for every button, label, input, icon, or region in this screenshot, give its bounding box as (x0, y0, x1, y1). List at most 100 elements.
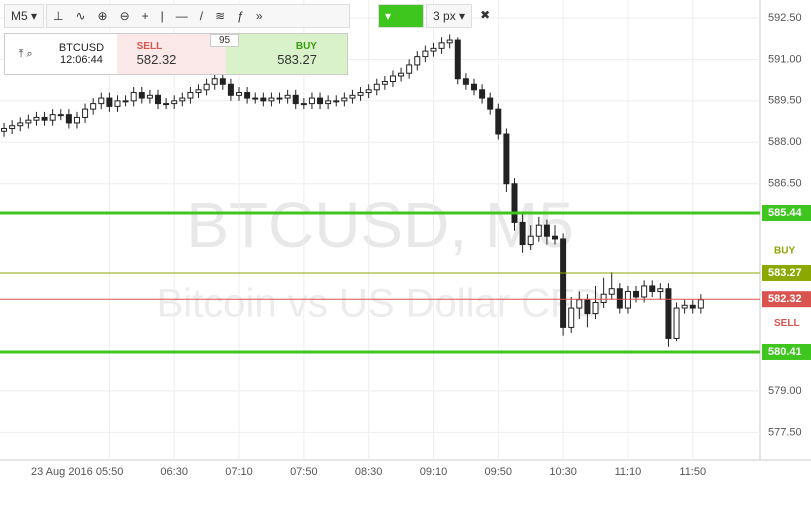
sell-price: 582.32 (136, 52, 177, 67)
level-tag (762, 343, 811, 360)
candle-body (41, 116, 48, 121)
candle-body (284, 94, 291, 99)
y-tick-label: 586.50 (768, 178, 802, 190)
candle-body (25, 119, 32, 124)
level-tag-label: SELL (774, 318, 800, 329)
x-tick-label: 09:50 (485, 466, 513, 478)
candle-body (406, 64, 413, 74)
line-width[interactable]: 3 px ▾ (426, 4, 473, 28)
candle-body (268, 97, 275, 102)
candle-body (325, 100, 332, 105)
clock: 12:06:44 (60, 54, 103, 66)
candle-body (114, 100, 121, 107)
y-tick-label: 589.50 (768, 95, 802, 107)
candle-body (389, 75, 396, 83)
candle-body (187, 92, 194, 99)
candle-body (495, 108, 502, 135)
candle-body (138, 92, 145, 99)
candle-body (527, 235, 534, 246)
candle-body (641, 285, 648, 298)
line-width-text: 3 px (433, 9, 456, 23)
candle-body (82, 108, 89, 118)
watermark-subtitle: Bitcoin vs US Dollar CFD (157, 282, 604, 326)
candle-body (560, 238, 567, 328)
buy-button[interactable]: 95 BUY 583.27 (209, 34, 347, 74)
close[interactable]: ✖ (480, 8, 491, 22)
x-tick-label: 07:10 (225, 466, 253, 478)
candle-body (454, 39, 461, 80)
candle-body (300, 103, 307, 106)
candle-body (171, 100, 178, 105)
candle-body (592, 302, 599, 315)
x-tick-label: 10:30 (549, 466, 577, 478)
x-tick-label: 07:50 (290, 466, 318, 478)
candle-body (90, 103, 97, 110)
timeframe[interactable]: M5 ▾ (4, 4, 45, 28)
candle-body (57, 114, 64, 117)
candle-body (219, 78, 226, 85)
x-tick-label: 08:30 (355, 466, 383, 478)
candle-body (503, 133, 510, 185)
candle-body (365, 89, 372, 94)
candle-body (649, 285, 656, 292)
spread: 95 (209, 34, 240, 47)
candle-body (568, 307, 575, 328)
tools[interactable]: ⊥∿⊕⊖+|—/≋ƒ» (46, 4, 351, 28)
buy-price: 583.27 (277, 52, 317, 67)
candle-body (276, 97, 283, 100)
level-tag (762, 291, 811, 308)
level-tag (762, 264, 811, 281)
x-tick-label: 11:50 (679, 466, 706, 478)
candle-body (106, 97, 113, 107)
candle-body (1, 127, 8, 132)
candle-body (398, 72, 405, 77)
candle-body (470, 83, 477, 91)
candle-body (519, 221, 526, 246)
candle-body (203, 83, 210, 91)
candle-body (381, 81, 388, 85)
y-tick-label: 577.50 (768, 426, 802, 438)
candle-body (130, 92, 137, 102)
candle-body (292, 94, 299, 105)
candle-body (122, 100, 129, 103)
level-tag (762, 205, 811, 222)
level-label: 585.44 (768, 207, 803, 219)
candle-body (616, 288, 623, 309)
candle-body (479, 89, 486, 99)
candle-body (543, 224, 550, 237)
candle-body (576, 299, 583, 309)
candle-body (446, 39, 453, 44)
candle-body (49, 114, 56, 121)
candle-body (73, 116, 80, 124)
candle-body (600, 293, 607, 304)
x-tick-label: 09:10 (420, 466, 448, 478)
level-tag-label: BUY (774, 246, 795, 257)
candle-body (430, 47, 437, 52)
candle-body (341, 97, 348, 102)
sell-button[interactable]: SELL 582.32 (116, 34, 226, 74)
candle-body (511, 183, 518, 223)
candle-body (211, 78, 218, 85)
candle-body (17, 122, 24, 127)
buy-label: BUY (295, 41, 317, 52)
candle-body (98, 97, 105, 105)
y-tick-label: 588.00 (768, 136, 802, 148)
candle-body (535, 224, 542, 237)
candle-body (65, 114, 72, 124)
y-tick-label: 591.00 (768, 53, 802, 65)
candle-body (373, 83, 380, 91)
candle-body (624, 290, 631, 309)
symbol: BTCUSD (58, 42, 105, 54)
candle-body (195, 89, 202, 94)
candle-body (657, 288, 664, 292)
panel-icons: ⤒ ⌕ (18, 47, 33, 60)
candle-body (633, 290, 640, 298)
candle-body (681, 304, 688, 309)
y-tick-label: 579.00 (768, 385, 802, 397)
x-tick-label: 11:10 (615, 466, 642, 478)
candle-body (673, 307, 680, 339)
candle-body (163, 103, 170, 106)
candle-body (179, 97, 186, 102)
color-picker[interactable]: ▾ (378, 4, 425, 28)
